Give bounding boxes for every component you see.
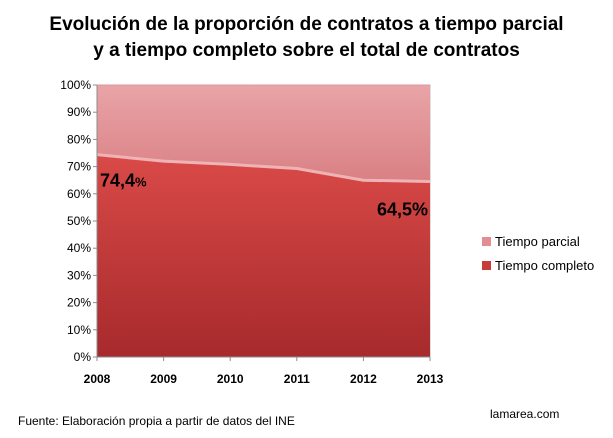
x-tick-label-2008: 2008: [84, 372, 111, 386]
y-tick-label-7: 70%: [67, 160, 91, 174]
x-tick-label-2010: 2010: [217, 372, 244, 386]
data-label-2008: 74,4%: [100, 171, 147, 191]
x-tick-label-2013: 2013: [417, 372, 444, 386]
data-label-2013: 64,5%: [377, 200, 428, 220]
legend-item-tiempo-completo: Tiempo completo: [482, 253, 594, 277]
x-tick-label-2012: 2012: [350, 372, 377, 386]
chart-title-line-2: y a tiempo completo sobre el total de co…: [93, 40, 520, 61]
legend-swatch-tiempo-parcial: [482, 236, 491, 246]
x-tick-label-2009: 2009: [150, 372, 177, 386]
x-tick-label-2011: 2011: [284, 372, 310, 386]
chart-title: Evolución de la proporción de contratos …: [0, 12, 613, 64]
y-tick-label-3: 30%: [67, 268, 91, 282]
series-area-tiempo-completo: [97, 154, 430, 357]
chart-title-line-1: Evolución de la proporción de contratos …: [49, 14, 564, 35]
series-area-tiempo-parcial: [97, 85, 430, 182]
source-note: Fuente: Elaboración propia a partir de d…: [18, 414, 295, 428]
y-tick-label-9: 90%: [67, 105, 91, 119]
y-tick-label-5: 50%: [67, 214, 91, 228]
series-edge-tiempo-completo: [96, 153, 431, 184]
legend-label-tiempo-completo: Tiempo completo: [495, 257, 595, 273]
y-tick-label-4: 40%: [67, 241, 91, 255]
y-tick-label-8: 80%: [67, 132, 91, 146]
y-tick-label-2: 20%: [67, 296, 91, 310]
y-tick-label-6: 60%: [67, 187, 91, 201]
y-tick-label-10: 100%: [60, 78, 91, 92]
y-tick-label-1: 10%: [67, 323, 91, 337]
legend-item-tiempo-parcial: Tiempo parcial: [482, 229, 594, 253]
y-tick-label-0: 0%: [74, 350, 92, 364]
legend-label-tiempo-parcial: Tiempo parcial: [495, 233, 580, 249]
site-credit: lamarea.com: [490, 407, 560, 421]
chart-legend: Tiempo parcial Tiempo completo: [482, 229, 594, 277]
legend-swatch-tiempo-completo: [482, 260, 491, 270]
